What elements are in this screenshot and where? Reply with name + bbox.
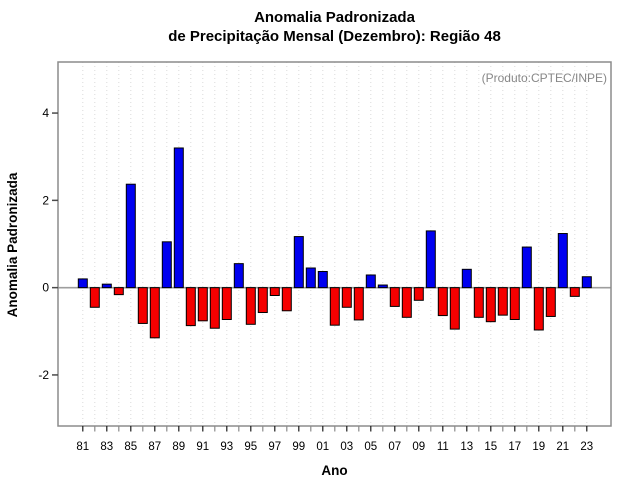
bar-21 <box>557 233 568 289</box>
x-tick-label: 85 <box>124 441 137 453</box>
x-tick-label: 89 <box>172 441 185 453</box>
y-tick-label: 0 <box>42 281 49 295</box>
bar-89 <box>173 147 184 289</box>
x-tick-label: 21 <box>556 441 569 453</box>
bar-07 <box>389 287 400 307</box>
x-tick-label: 09 <box>412 441 425 453</box>
bar-18 <box>521 246 532 289</box>
bar-16 <box>497 287 508 316</box>
x-tick-label: 95 <box>244 441 257 453</box>
bar-96 <box>257 287 268 314</box>
y-tick-label: -2 <box>38 368 49 382</box>
x-tick-label: 83 <box>100 441 113 453</box>
bar-99 <box>293 236 304 289</box>
bar-17 <box>509 287 520 321</box>
x-tick-label: 11 <box>437 441 449 453</box>
y-tick-label: 4 <box>42 106 49 120</box>
plot-box <box>57 61 612 427</box>
bar-00 <box>305 267 316 289</box>
y-tick-label: 2 <box>42 193 49 207</box>
bar-94 <box>233 263 244 289</box>
product-source-annotation: (Produto:CPTEC/INPE) <box>481 71 607 85</box>
x-tick-label: 03 <box>340 441 353 453</box>
bar-82 <box>89 287 100 308</box>
bar-06 <box>377 284 388 289</box>
x-tick-label: 87 <box>148 441 161 453</box>
bar-93 <box>221 287 232 321</box>
x-tick-label: 97 <box>268 441 281 453</box>
bar-08 <box>401 287 412 318</box>
x-tick-label: 15 <box>484 441 497 453</box>
bar-19 <box>533 287 544 331</box>
bar-03 <box>341 287 352 308</box>
x-tick-label: 81 <box>76 441 89 453</box>
bar-12 <box>449 287 460 330</box>
bar-95 <box>245 287 256 325</box>
x-tick-label: 99 <box>292 441 305 453</box>
x-tick-label: 23 <box>580 441 593 453</box>
x-tick-label: 05 <box>364 441 377 453</box>
bar-01 <box>317 270 328 289</box>
bar-83 <box>101 283 112 289</box>
bar-91 <box>197 287 208 322</box>
bar-84 <box>113 287 124 296</box>
chart-title-line2: de Precipitação Mensal (Dezembro): Regiã… <box>168 28 501 45</box>
bar-14 <box>473 287 484 318</box>
bar-92 <box>209 287 220 329</box>
x-tick-label: 93 <box>220 441 233 453</box>
x-tick-label: 19 <box>532 441 545 453</box>
x-tick-label: 91 <box>196 441 209 453</box>
bar-02 <box>329 287 340 326</box>
bar-15 <box>485 287 496 323</box>
x-tick-label: 17 <box>508 441 521 453</box>
bar-09 <box>413 287 424 301</box>
bar-88 <box>161 241 172 289</box>
bar-97 <box>269 287 280 297</box>
bar-20 <box>545 287 556 317</box>
bar-81 <box>77 278 88 289</box>
x-tick-label: 13 <box>460 441 473 453</box>
x-tick-label: 01 <box>316 441 329 453</box>
x-axis-title: Ano <box>321 463 348 478</box>
bar-85 <box>125 183 136 289</box>
bar-04 <box>353 287 364 321</box>
bar-98 <box>281 287 292 312</box>
bar-10 <box>425 230 436 289</box>
bar-13 <box>461 268 472 289</box>
bar-86 <box>137 287 148 324</box>
bar-05 <box>365 274 376 289</box>
bar-87 <box>149 287 160 339</box>
bar-90 <box>185 287 196 327</box>
x-tick-label: 07 <box>388 441 401 453</box>
chart-title: Anomalia Padronizada de Precipitação Men… <box>58 8 611 46</box>
chart-title-line1: Anomalia Padronizada <box>254 9 415 26</box>
bar-23 <box>581 276 592 289</box>
bar-11 <box>437 287 448 317</box>
bar-22 <box>569 287 580 297</box>
